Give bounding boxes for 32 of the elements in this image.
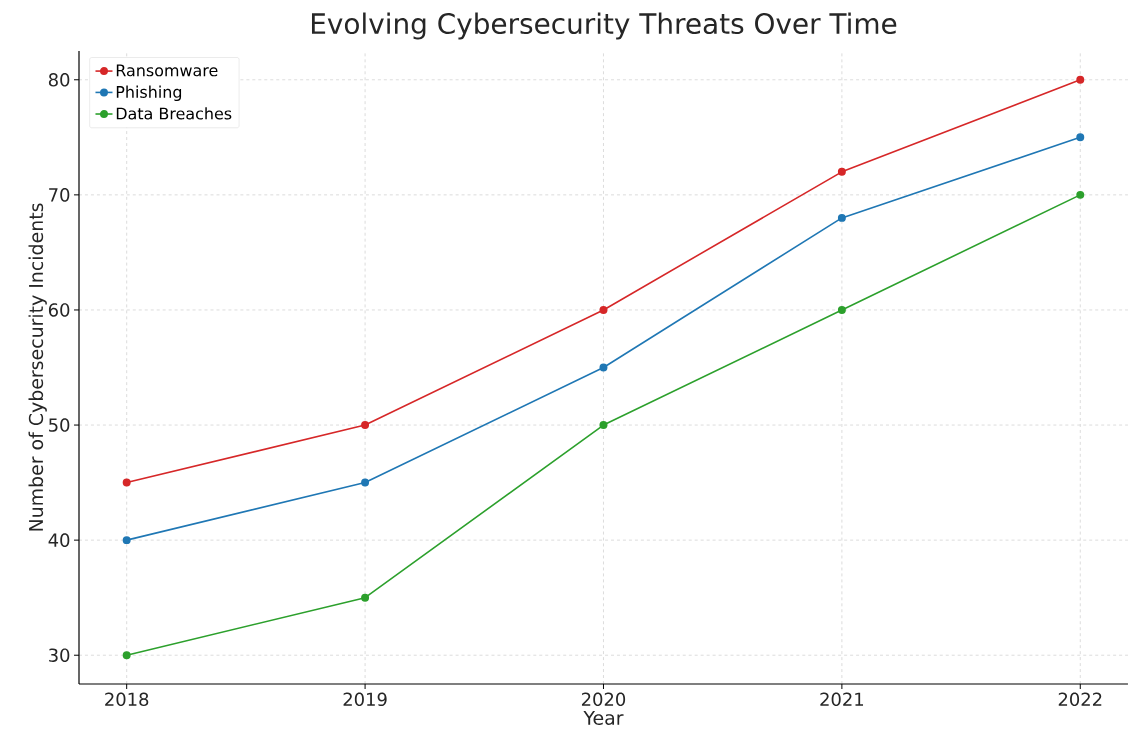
point bbox=[361, 478, 370, 487]
point bbox=[122, 651, 131, 660]
point bbox=[599, 421, 608, 430]
point bbox=[1076, 133, 1085, 142]
legend-label: Data Breaches bbox=[116, 107, 232, 120]
y-tick-label: 80 bbox=[48, 72, 70, 87]
point bbox=[599, 363, 608, 372]
point bbox=[361, 593, 370, 602]
y-tick-label: 60 bbox=[48, 303, 70, 317]
y-tick-label: 40 bbox=[48, 533, 70, 547]
x-axis-title: Year bbox=[583, 710, 624, 725]
point bbox=[837, 305, 846, 314]
x-tick-label: 2020 bbox=[581, 692, 626, 707]
x-tick-label: 2019 bbox=[343, 692, 387, 707]
x-tick-label: 2021 bbox=[820, 692, 864, 707]
x-tick-label: 2022 bbox=[1058, 692, 1102, 707]
y-axis-title: Number of Cybersecurity Incidents bbox=[28, 203, 47, 531]
legend-label: Ransomware bbox=[116, 64, 218, 77]
point bbox=[1076, 190, 1085, 199]
point bbox=[122, 478, 131, 487]
point bbox=[361, 421, 370, 430]
x-tick-label: 2018 bbox=[105, 692, 149, 707]
point bbox=[599, 305, 608, 314]
point bbox=[837, 213, 846, 222]
point bbox=[837, 167, 846, 176]
y-tick-label: 50 bbox=[49, 418, 70, 432]
y-tick-label: 30 bbox=[49, 648, 70, 663]
point bbox=[122, 536, 131, 545]
chart-title: Evolving Cybersecurity Threats Over Time bbox=[311, 12, 897, 40]
point bbox=[1076, 75, 1085, 84]
legend-label: Phishing bbox=[116, 85, 182, 102]
y-tick-label: 70 bbox=[49, 188, 70, 202]
